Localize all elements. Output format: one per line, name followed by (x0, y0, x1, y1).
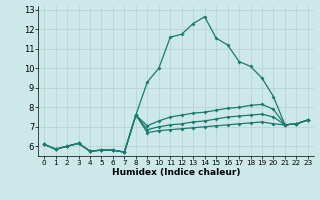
X-axis label: Humidex (Indice chaleur): Humidex (Indice chaleur) (112, 168, 240, 177)
